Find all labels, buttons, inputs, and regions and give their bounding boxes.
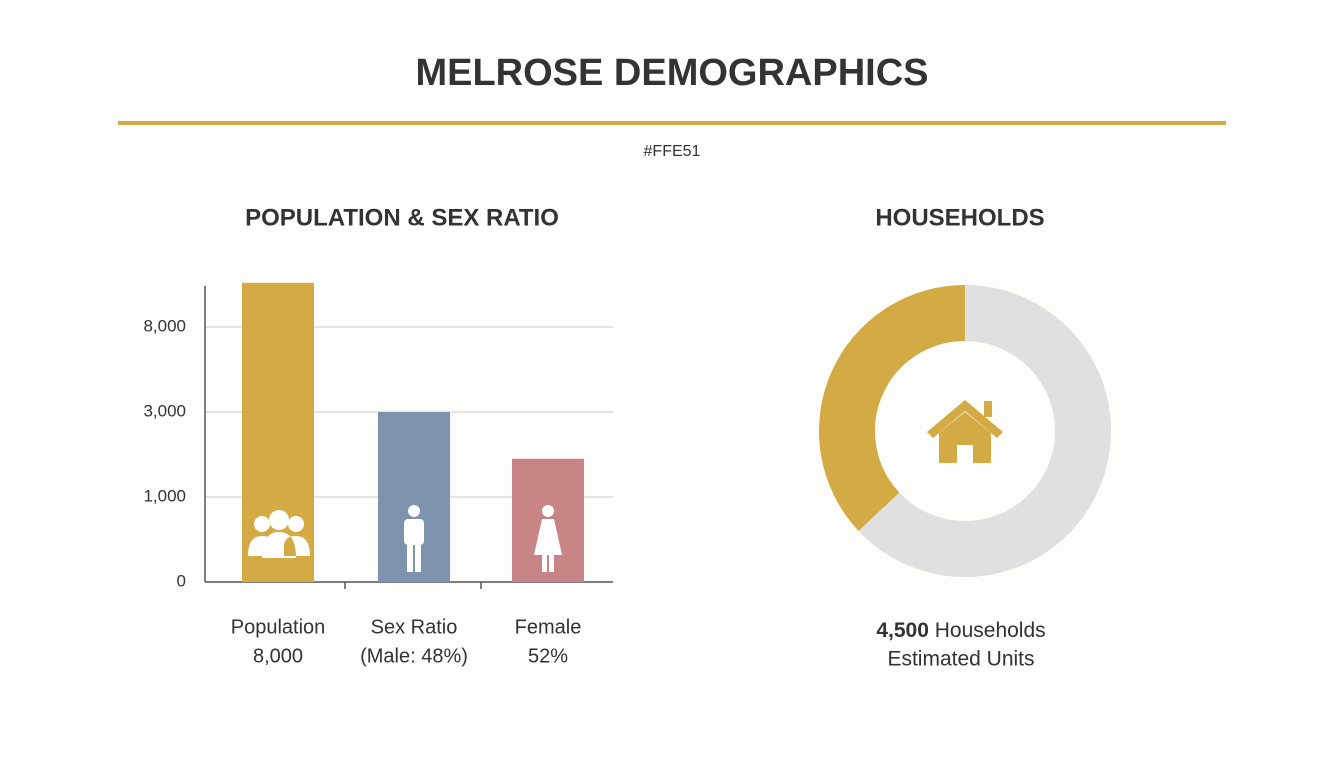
x-tick-label: Female [515, 616, 582, 638]
donut-segment [858, 285, 1111, 577]
donut-segment [819, 285, 966, 531]
chart-title: POPULATION & SEX RATIO [245, 204, 559, 231]
category-note: 52% [528, 645, 568, 667]
total-value: 4,500 [876, 619, 929, 642]
total-unit: Households [935, 619, 1046, 642]
house-icon [927, 400, 1003, 463]
x-tick-label: Population [231, 616, 326, 638]
donut-chart: 4,500 Households Estimated Units [819, 285, 1111, 671]
y-tick-label: 3,000 [143, 401, 186, 420]
bar-chart: 0 1,000 3,000 8,000 Population 8,000 Sex Ratio… [143, 282, 613, 667]
y-tick-label: 0 [177, 571, 186, 590]
category-note: (Male: 48%) [360, 645, 468, 667]
chart-title: HOUSEHOLDS [875, 204, 1044, 231]
bar [378, 412, 450, 582]
subtitle: #FFE51 [644, 143, 701, 160]
y-tick-label: 1,000 [143, 486, 186, 505]
caption: Estimated Units [887, 648, 1034, 671]
category-note: 8,000 [253, 645, 303, 667]
page-title: MELROSE DEMOGRAPHICS [415, 52, 928, 94]
households-total: 4,500 Households [876, 619, 1045, 642]
female-icon [534, 505, 562, 572]
male-icon [404, 505, 424, 572]
group-icon [248, 510, 310, 558]
y-tick-label: 8,000 [143, 316, 186, 335]
x-tick-label: Sex Ratio [371, 616, 458, 638]
